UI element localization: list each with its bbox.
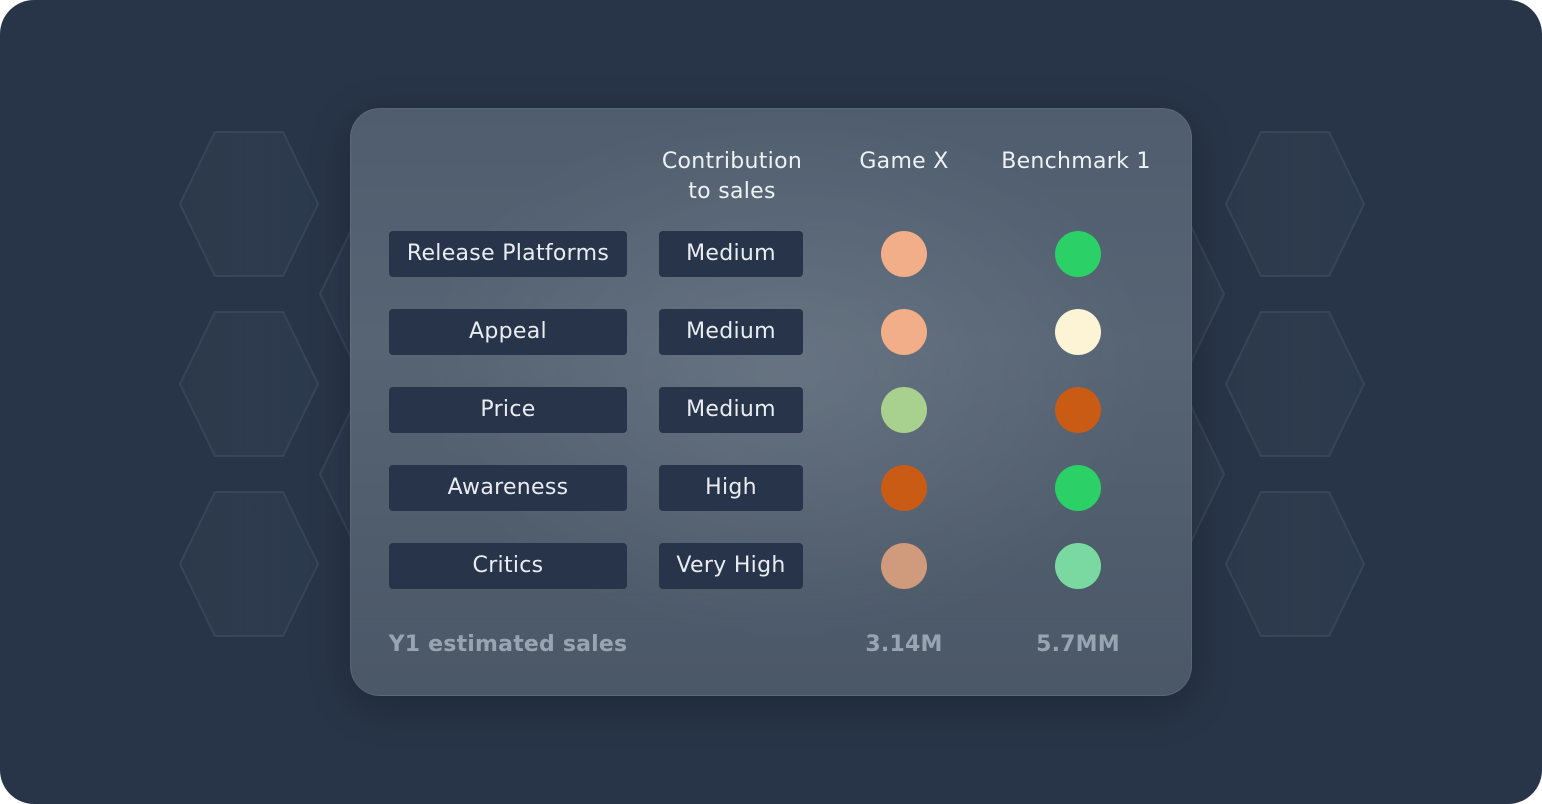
benchmark-rating-dot bbox=[1055, 387, 1101, 433]
game-rating-dot bbox=[881, 231, 927, 277]
row-label: Appeal bbox=[389, 309, 627, 355]
contribution-badge: Medium bbox=[659, 231, 803, 277]
row-label: Price bbox=[389, 387, 627, 433]
game-rating-dot bbox=[881, 543, 927, 589]
contribution-badge: High bbox=[659, 465, 803, 511]
benchmark-rating-dot bbox=[1055, 465, 1101, 511]
row-label: Critics bbox=[389, 543, 627, 589]
row-label: Release Platforms bbox=[389, 231, 627, 277]
benchmark-rating-dot bbox=[1055, 231, 1101, 277]
header-game: Game X bbox=[859, 149, 949, 174]
header-contribution: Contribution to sales bbox=[661, 149, 803, 204]
footer-label: Y1 estimated sales bbox=[388, 632, 628, 657]
game-rating-dot bbox=[881, 309, 927, 355]
header-benchmark: Benchmark 1 bbox=[1001, 149, 1151, 174]
game-sales-value: 3.14M bbox=[865, 632, 943, 657]
row-label: Awareness bbox=[389, 465, 627, 511]
benchmark-rating-dot bbox=[1055, 309, 1101, 355]
benchmark-rating-dot bbox=[1055, 543, 1101, 589]
contribution-badge: Medium bbox=[659, 309, 803, 355]
comparison-card: Contribution to sales Game X Benchmark 1… bbox=[350, 108, 1192, 696]
game-rating-dot bbox=[881, 465, 927, 511]
game-rating-dot bbox=[881, 387, 927, 433]
contribution-badge: Very High bbox=[659, 543, 803, 589]
benchmark-sales-value: 5.7MM bbox=[1036, 632, 1120, 657]
contribution-badge: Medium bbox=[659, 387, 803, 433]
